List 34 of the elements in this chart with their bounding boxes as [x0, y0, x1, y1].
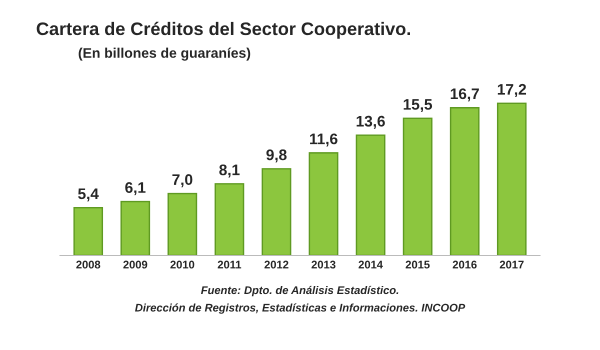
x-tick-label: 2009: [123, 260, 148, 269]
text: Dirección de Registros, Estadísticas e Informaciones. INCOOP: [135, 303, 466, 314]
x-tick-label: 2011: [218, 260, 242, 269]
data-label: 13,6: [356, 116, 385, 129]
x-tick-label: 2013: [312, 260, 336, 269]
x-tick-label: 2008: [76, 260, 100, 269]
data-label: 8,1: [219, 164, 240, 178]
x-tick-label: 2010: [170, 260, 194, 269]
bar: [214, 183, 244, 256]
bar: [402, 118, 432, 256]
data-label: 6,1: [125, 182, 146, 196]
bar: [262, 168, 292, 256]
x-tick-label: 2016: [452, 260, 477, 269]
chart-title: Cartera de Créditos del Sector Cooperativo.: [36, 22, 410, 39]
bar: [356, 134, 386, 256]
data-label: 9,8: [266, 149, 287, 162]
bar: [496, 102, 527, 256]
data-label: 11,6: [310, 133, 338, 147]
bar: [168, 192, 198, 256]
bar: [450, 107, 480, 256]
data-label: 17,2: [498, 84, 526, 97]
x-tick-label: 2012: [264, 260, 288, 269]
data-label: 7,0: [172, 174, 192, 188]
x-tick-label: 2015: [406, 260, 430, 269]
x-tick-label: 2017: [500, 260, 524, 269]
data-label: 16,7: [450, 88, 479, 102]
x-tick-label: 2014: [358, 260, 383, 269]
bar: [120, 200, 150, 256]
data-label: 5,4: [78, 188, 99, 202]
bar: [73, 207, 104, 256]
bar: [308, 152, 338, 256]
chart-subtitle: (En billones de guaraníes): [78, 48, 250, 61]
data-label: 15,5: [404, 99, 432, 112]
source-note: Fuente: Dpto. de Análisis Estadístico.: [201, 286, 398, 296]
